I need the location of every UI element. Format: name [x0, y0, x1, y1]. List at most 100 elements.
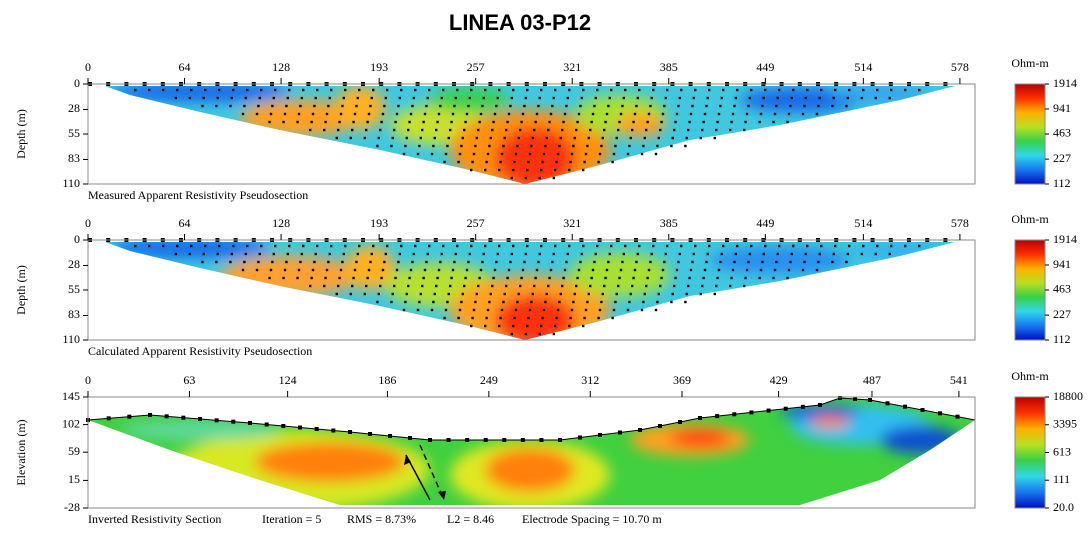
datum-point [479, 112, 483, 116]
datum-point [337, 284, 340, 288]
datum-point [596, 244, 599, 248]
datum-point [691, 104, 694, 108]
datum-point [688, 276, 691, 280]
datum-point [551, 104, 554, 108]
datum-point [492, 276, 495, 280]
datum-point [618, 276, 621, 280]
datum-point [528, 308, 532, 312]
datum-point [363, 136, 366, 140]
y-tick-label: 110 [62, 176, 80, 190]
datum-point [283, 112, 287, 116]
datum-point [376, 144, 379, 148]
datum-point [618, 120, 621, 124]
datum-point [484, 168, 487, 172]
datum-point [786, 276, 789, 280]
datum-point [523, 104, 526, 108]
datum-point [335, 136, 338, 140]
datum-point [720, 96, 723, 100]
datum-point [576, 276, 579, 280]
datum-point [458, 152, 462, 156]
datum-point [379, 284, 382, 288]
datum-point [299, 260, 302, 264]
datum-point [848, 88, 851, 92]
datum-point [426, 252, 429, 256]
datum-point [370, 96, 373, 100]
datum-point [509, 260, 512, 264]
datum-point [577, 268, 581, 272]
datum-point [286, 96, 289, 100]
datum-point [702, 276, 705, 280]
x-tick-label: 449 [756, 216, 774, 230]
datum-point [232, 244, 235, 248]
colorbar-tick-label: 227 [1053, 151, 1071, 165]
electrode [818, 403, 822, 407]
datum-point [640, 308, 644, 312]
datum-point [604, 276, 607, 280]
datum-point [355, 104, 358, 108]
datum-point [412, 96, 415, 100]
datum-point [778, 88, 781, 92]
datum-point [722, 88, 725, 92]
colorbar-label: Ohm-m [1011, 212, 1049, 226]
datum-point [554, 244, 557, 248]
datum-point [405, 292, 408, 296]
datum-point [534, 276, 537, 280]
datum-point [918, 88, 921, 92]
datum-point [316, 244, 319, 248]
datum-point [258, 96, 261, 100]
datum-point [174, 252, 177, 256]
datum-point [860, 252, 863, 256]
datum-point [327, 104, 330, 108]
datum-point [804, 252, 807, 256]
datum-point [523, 260, 526, 264]
datum-point [583, 316, 586, 320]
datum-point [568, 168, 571, 172]
datum-point [383, 104, 386, 108]
datum-point [283, 268, 287, 272]
datum-point [286, 252, 289, 256]
datum-point [215, 104, 218, 108]
datum-point [633, 112, 637, 116]
x-tick-label: 514 [854, 216, 872, 230]
electrode [388, 434, 392, 438]
datum-point [748, 252, 751, 256]
datum-point [297, 268, 301, 272]
datum-point [743, 128, 746, 132]
datum-point [624, 88, 627, 92]
datum-point [485, 160, 488, 164]
datum-point [744, 120, 747, 124]
datum-point [540, 88, 543, 92]
datum-point [372, 88, 375, 92]
datum-point [353, 268, 357, 272]
datum-point [470, 244, 473, 248]
datum-point [559, 292, 562, 296]
datum-point [649, 104, 652, 108]
datum-point [650, 252, 653, 256]
datum-point [577, 112, 581, 116]
datum-point [719, 260, 722, 264]
datum-point [526, 244, 529, 248]
datum-point [216, 96, 219, 100]
datum-point [134, 88, 137, 92]
datum-point [519, 284, 522, 288]
datum-point [418, 300, 421, 304]
datum-point [542, 152, 546, 156]
datum-point [513, 316, 516, 320]
datum-point [464, 276, 467, 280]
datum-point [876, 244, 879, 248]
datum-point [510, 332, 513, 336]
datum-point [489, 136, 492, 140]
datum-point [409, 268, 413, 272]
datum-point [708, 244, 711, 248]
datum-point [134, 244, 137, 248]
datum-point [685, 292, 688, 296]
datum-point [587, 292, 590, 296]
datum-point [492, 120, 495, 124]
datum-point [330, 88, 333, 92]
datum-point [498, 88, 501, 92]
datum-point [750, 244, 753, 248]
datum-point [558, 300, 561, 304]
datum-point [271, 104, 274, 108]
datum-point [414, 88, 417, 92]
datum-point [426, 96, 429, 100]
